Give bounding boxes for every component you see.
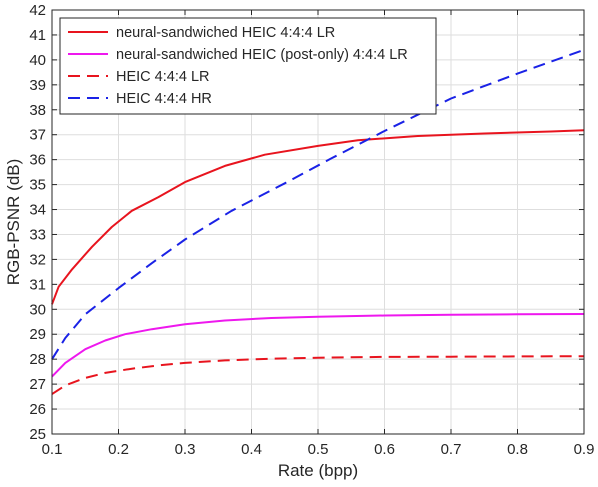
series-lines: [51, 48, 585, 395]
legend-box: [59, 17, 437, 115]
y-tick-label: 33: [29, 226, 46, 243]
y-tick-label: 31: [29, 276, 46, 293]
y-tick-label: 29: [29, 326, 46, 343]
y-tick-label: 36: [29, 152, 46, 169]
series-line-1: [51, 129, 585, 305]
legend-item: neural-sandwiched HEIC (post-only) 4:4:4…: [68, 47, 408, 63]
x-tick-label: 0.6: [374, 441, 395, 458]
y-tick-label: 34: [29, 202, 46, 219]
legend-label: HEIC 4:4:4 HR: [116, 91, 212, 107]
legend-label: HEIC 4:4:4 LR: [116, 69, 210, 85]
x-tick-label: 0.7: [441, 441, 462, 458]
x-tick-label: 0.3: [175, 441, 196, 458]
x-tick-label: 0.5: [308, 441, 329, 458]
axis-ticks: 0.1 0.2 0.3 0.4 0.5 0.6 0.7 0.8 0.9 25 26 27 28 29 30 3…: [29, 2, 594, 458]
y-tick-label: 35: [29, 177, 46, 194]
y-tick-label: 41: [29, 27, 46, 44]
y-axis-label: RGB-PSNR (dB): [4, 159, 23, 286]
legend-item: neural-sandwiched HEIC 4:4:4 LR: [68, 25, 335, 41]
y-tick-label: 32: [29, 251, 46, 268]
series-line-2: [51, 313, 585, 378]
y-tick-label: 42: [29, 2, 46, 19]
y-tick-label: 37: [29, 127, 46, 144]
x-tick-label: 0.9: [574, 441, 595, 458]
y-tick-label: 27: [29, 376, 46, 393]
y-tick-label: 39: [29, 77, 46, 94]
y-tick-label: 30: [29, 301, 46, 318]
series-line-4: [51, 48, 585, 360]
legend-label: neural-sandwiched HEIC (post-only) 4:4:4…: [116, 47, 408, 63]
y-tick-label: 26: [29, 401, 46, 418]
x-tick-label: 0.1: [42, 441, 63, 458]
y-tick-label: 28: [29, 351, 46, 368]
x-tick-label: 0.8: [507, 441, 528, 458]
y-tick-label: 38: [29, 102, 46, 119]
legend-item: HEIC 4:4:4 LR: [68, 69, 210, 85]
legend-label: neural-sandwiched HEIC 4:4:4 LR: [116, 25, 335, 41]
legend: neural-sandwiched HEIC 4:4:4 LR neural-sa…: [59, 17, 437, 115]
legend-item: HEIC 4:4:4 HR: [68, 91, 212, 107]
x-axis-label: Rate (bpp): [278, 461, 358, 480]
x-tick-label: 0.4: [241, 441, 262, 458]
x-tick-label: 0.2: [108, 441, 129, 458]
y-tick-label: 40: [29, 52, 46, 69]
y-tick-label: 25: [29, 426, 46, 443]
series-line-3: [51, 355, 585, 395]
